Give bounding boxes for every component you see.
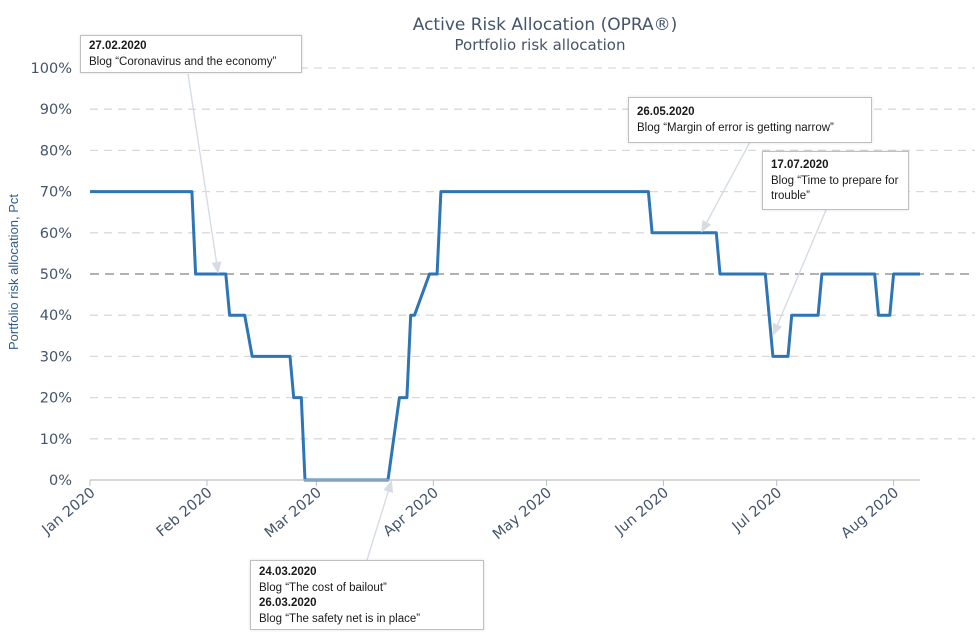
annotation-box-a1: 27.02.2020 Blog “Coronavirus and the eco…: [80, 35, 302, 73]
y-tick-label: 70%: [40, 185, 72, 201]
x-tick-label: Feb 2020: [154, 485, 216, 540]
annotation-connector: [776, 209, 827, 326]
annotation-connector: [187, 73, 218, 263]
y-tick-labels: 0% 10% 20% 30% 40% 50% 60% 70% 80% 90% 100%: [31, 61, 72, 489]
x-tick-label: May 2020: [490, 485, 555, 543]
y-tick-label: 30%: [40, 349, 72, 365]
annotation-date-2: 26.03.2020: [259, 597, 317, 609]
chart-subtitle: Portfolio risk allocation: [455, 36, 626, 54]
annotation-text: Blog “Coronavirus and the economy”: [89, 55, 277, 68]
annotation-box-a3: 17.07.2020 Blog “Time to prepare for tro…: [762, 151, 909, 210]
x-tick-label: Mar 2020: [262, 485, 325, 542]
annotation-date: 24.03.2020: [259, 566, 317, 578]
y-tick-label: 100%: [31, 61, 72, 77]
x-tick-label: Jun 2020: [612, 485, 672, 539]
annotation-text: Blog “The cost of bailout”: [259, 581, 387, 594]
annotation-text-2: Blog “The safety net is in place”: [259, 612, 421, 625]
annotation-arrowhead: [772, 322, 783, 336]
annotation-text: Blog “Time to prepare for trouble”: [771, 174, 899, 203]
y-tick-label: 90%: [40, 102, 72, 118]
annotation-arrowhead: [211, 261, 222, 274]
annotation-connector: [366, 491, 389, 561]
y-tick-label: 0%: [49, 473, 72, 489]
y-tick-label: 10%: [40, 432, 72, 448]
y-tick-label: 60%: [40, 226, 72, 242]
x-tick-label: Jul 2020: [729, 485, 785, 536]
annotation-box-a4: 24.03.2020 Blog “The cost of bailout” 26…: [250, 560, 484, 630]
annotation-date: 17.07.2020: [771, 159, 829, 171]
annotation-date: 27.02.2020: [89, 40, 147, 52]
annotation-arrowhead: [701, 219, 712, 233]
annotation-connectors: [187, 73, 827, 561]
y-tick-label: 20%: [40, 391, 72, 407]
annotation-text: Blog “Margin of error is getting narrow”: [637, 121, 834, 134]
y-tick-label: 50%: [40, 267, 72, 283]
x-tick-label: Jan 2020: [39, 485, 99, 539]
y-axis-label: Portfolio risk allocation, Pct: [6, 194, 21, 350]
annotation-connector: [706, 141, 751, 223]
y-tick-label: 80%: [40, 143, 72, 159]
x-tick-label: Aug 2020: [838, 485, 902, 542]
chart-title: Active Risk Allocation (OPRA®): [413, 15, 678, 35]
annotation-date: 26.05.2020: [637, 106, 695, 118]
y-tick-label: 40%: [40, 308, 72, 324]
annotation-arrowhead: [383, 480, 394, 493]
x-tick-label: Apr 2020: [381, 485, 442, 540]
x-tick-labels: Jan 2020 Feb 2020 Mar 2020 Apr 2020 May 2020…: [39, 480, 902, 543]
series-line: [90, 190, 920, 482]
annotation-box-a2: 26.05.2020 Blog “Margin of error is gett…: [628, 97, 872, 143]
series-group: [90, 190, 920, 482]
